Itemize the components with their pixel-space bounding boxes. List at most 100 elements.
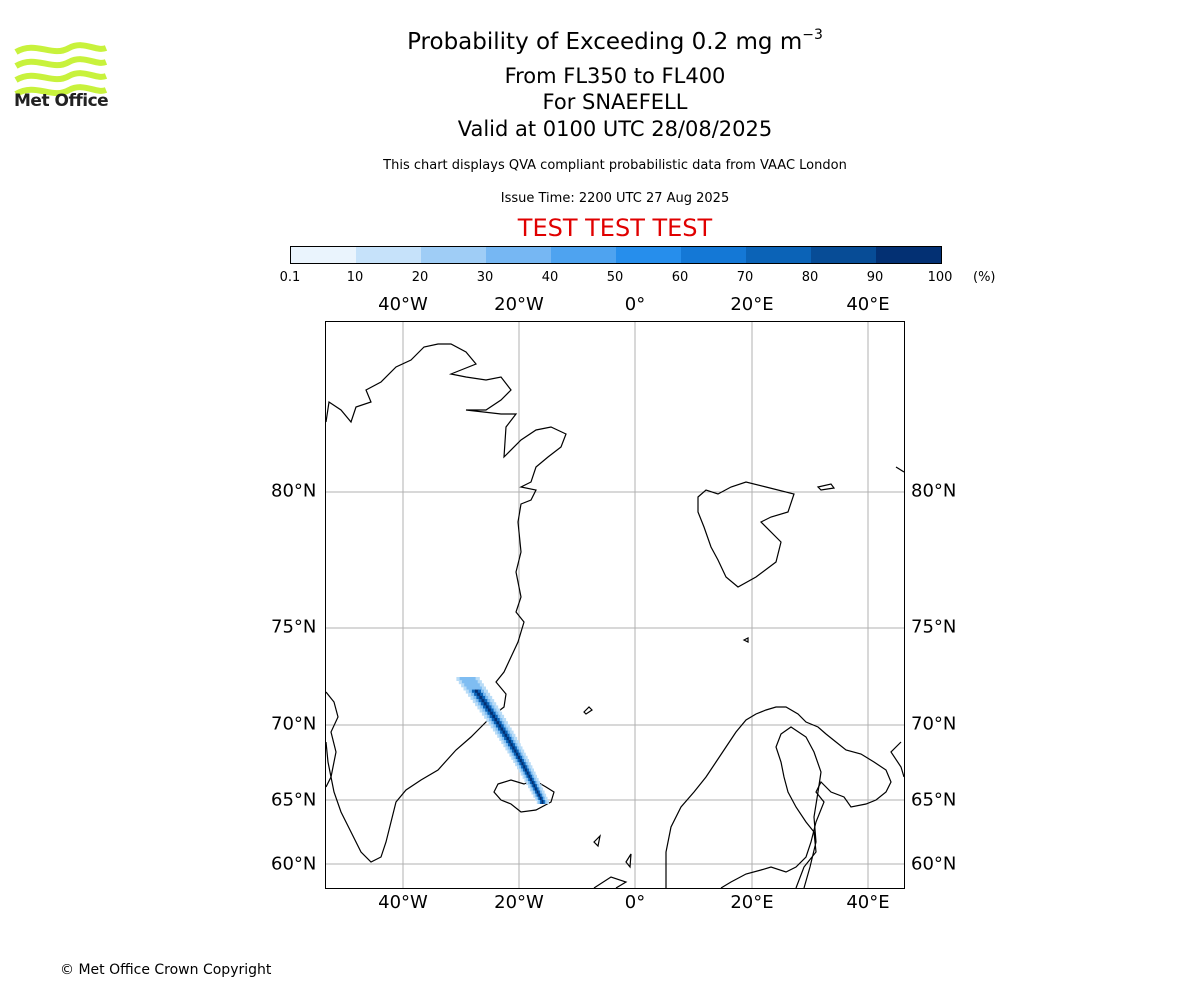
plume-cell	[503, 727, 507, 732]
plume-cell	[468, 692, 473, 697]
plume-cell	[505, 730, 509, 735]
colorbar-segment	[811, 247, 876, 263]
plume-cell	[510, 740, 515, 745]
plume-cell	[496, 721, 500, 726]
plume-cell	[471, 680, 476, 685]
plume-cell	[509, 733, 513, 738]
plume-cell	[532, 774, 536, 779]
plume-cell	[461, 680, 467, 685]
plume-cell	[531, 777, 535, 782]
coast-faroe	[593, 834, 601, 848]
plume-cell	[477, 689, 482, 694]
plume-cell	[472, 686, 477, 691]
plume-cell	[478, 699, 483, 704]
plume-cell	[519, 762, 523, 767]
plume-cell	[492, 714, 496, 719]
map-svg	[325, 322, 905, 889]
plume-cell	[493, 724, 497, 729]
plume-cell	[492, 702, 497, 707]
plume-cell	[501, 721, 506, 726]
coast-scotland	[593, 876, 628, 889]
plume-cell	[480, 692, 485, 697]
plume-cell	[528, 777, 532, 782]
plume-cell	[533, 784, 537, 789]
plume-cell	[473, 695, 478, 700]
longitude-label: 0°	[624, 892, 646, 913]
colorbar-tick-label: 10	[346, 270, 364, 285]
plume-cell	[487, 711, 492, 716]
plume-cell	[484, 714, 488, 719]
plume-cell	[515, 759, 519, 763]
plume-cell	[478, 686, 483, 691]
coast-svalbard	[697, 481, 795, 588]
coast-nordaustlandet	[816, 483, 836, 491]
plume-cell	[490, 711, 494, 716]
coast-bear-island	[742, 637, 749, 643]
plume-cell	[531, 781, 535, 786]
plume-cell	[536, 790, 540, 795]
plume-cell	[481, 686, 486, 691]
plume-cell	[495, 730, 499, 735]
plume-cell	[510, 743, 514, 748]
plume-cell	[504, 733, 508, 738]
plume-cell	[516, 749, 520, 754]
coastlines	[325, 343, 905, 889]
plume-cell	[523, 762, 527, 767]
colorbar-segment	[421, 247, 486, 263]
plume-cell	[525, 762, 529, 767]
plume-cell	[536, 793, 540, 798]
plume-cell	[510, 730, 514, 735]
plume-cell	[515, 755, 519, 760]
plume-cell	[517, 755, 521, 760]
plume-cell	[508, 743, 512, 748]
plume-cell	[520, 752, 524, 757]
plume-cell	[474, 680, 479, 685]
colorbar-segment	[356, 247, 421, 263]
plume-cell	[518, 752, 522, 757]
plume-cell	[499, 718, 504, 722]
plume-cell	[477, 692, 482, 697]
plume-cell	[543, 793, 547, 798]
graticule	[326, 322, 904, 888]
plume-cell	[528, 768, 532, 773]
plume-cell	[515, 743, 519, 748]
plume-cell	[498, 724, 503, 729]
plume-cell	[469, 677, 474, 681]
plume-cell	[497, 714, 502, 719]
plume-cell	[522, 771, 526, 776]
colorbar-tick-label: 30	[476, 270, 494, 285]
valid-time: Valid at 0100 UTC 28/08/2025	[457, 117, 773, 141]
latitude-label: 60°N	[271, 853, 317, 875]
plume-cell	[538, 793, 541, 798]
plume-cell	[508, 740, 512, 745]
plume-cell	[506, 724, 510, 729]
colorbar-tick-label: 80	[801, 270, 819, 285]
plume-cell	[533, 790, 536, 795]
colorbar-tick-label: 70	[736, 270, 754, 285]
plume-cell	[531, 768, 534, 773]
plume-cell	[531, 784, 535, 789]
plume-cell	[483, 705, 487, 710]
plume-cell	[517, 762, 521, 767]
plume-cell	[475, 702, 479, 707]
plume-cell	[512, 746, 516, 751]
colorbar-tick-label: 20	[411, 270, 429, 285]
plume-cell	[501, 740, 505, 745]
colorbar-tick-label: 100	[927, 270, 953, 285]
plume-cell	[524, 771, 528, 776]
plume-cell	[511, 736, 515, 741]
ash-plume	[456, 677, 549, 804]
plume-cell	[474, 689, 479, 694]
plume-cell	[528, 771, 532, 776]
plume-cell	[537, 784, 540, 789]
plume-cell	[520, 755, 524, 760]
plume-cell	[508, 727, 512, 732]
latitude-label: 75°N	[271, 616, 317, 638]
plume-cell	[543, 796, 546, 801]
coast-scandinavia	[665, 706, 892, 889]
plume-cell	[511, 755, 515, 760]
plume-cell	[540, 790, 543, 795]
plume-cell	[536, 787, 540, 792]
plume-cell	[543, 800, 546, 804]
plume-cell	[527, 765, 531, 770]
